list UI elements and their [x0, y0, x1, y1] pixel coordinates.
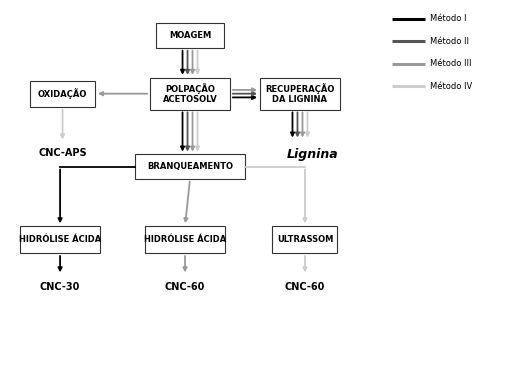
Text: POLPAÇÃO
ACETOSOLV: POLPAÇÃO ACETOSOLV: [162, 83, 217, 104]
Text: HIDRÓLISE ÁCIDA: HIDRÓLISE ÁCIDA: [144, 235, 225, 244]
FancyBboxPatch shape: [260, 78, 340, 110]
FancyBboxPatch shape: [30, 81, 95, 107]
Text: HIDRÓLISE ÁCIDA: HIDRÓLISE ÁCIDA: [19, 235, 101, 244]
Text: Lignina: Lignina: [286, 148, 337, 161]
Text: Método II: Método II: [429, 37, 468, 46]
FancyBboxPatch shape: [156, 23, 223, 48]
Text: ULTRASSOM: ULTRASSOM: [276, 235, 332, 244]
Text: OXIDAÇÃO: OXIDAÇÃO: [38, 88, 87, 99]
Text: BRANQUEAMENTO: BRANQUEAMENTO: [147, 162, 233, 171]
Text: CNC-60: CNC-60: [284, 282, 325, 291]
Text: MOAGEM: MOAGEM: [168, 31, 211, 40]
FancyBboxPatch shape: [145, 226, 224, 253]
Text: Método III: Método III: [429, 59, 470, 68]
Text: Método IV: Método IV: [429, 82, 471, 91]
Text: CNC-30: CNC-30: [40, 282, 80, 291]
FancyBboxPatch shape: [20, 226, 100, 253]
Text: CNC-APS: CNC-APS: [38, 148, 87, 158]
FancyBboxPatch shape: [150, 78, 230, 110]
Text: CNC-60: CNC-60: [164, 282, 205, 291]
Text: Método I: Método I: [429, 14, 466, 23]
FancyBboxPatch shape: [135, 154, 244, 179]
FancyBboxPatch shape: [272, 226, 337, 253]
Text: RECUPERAÇÃO
DA LIGNINA: RECUPERAÇÃO DA LIGNINA: [265, 83, 334, 104]
